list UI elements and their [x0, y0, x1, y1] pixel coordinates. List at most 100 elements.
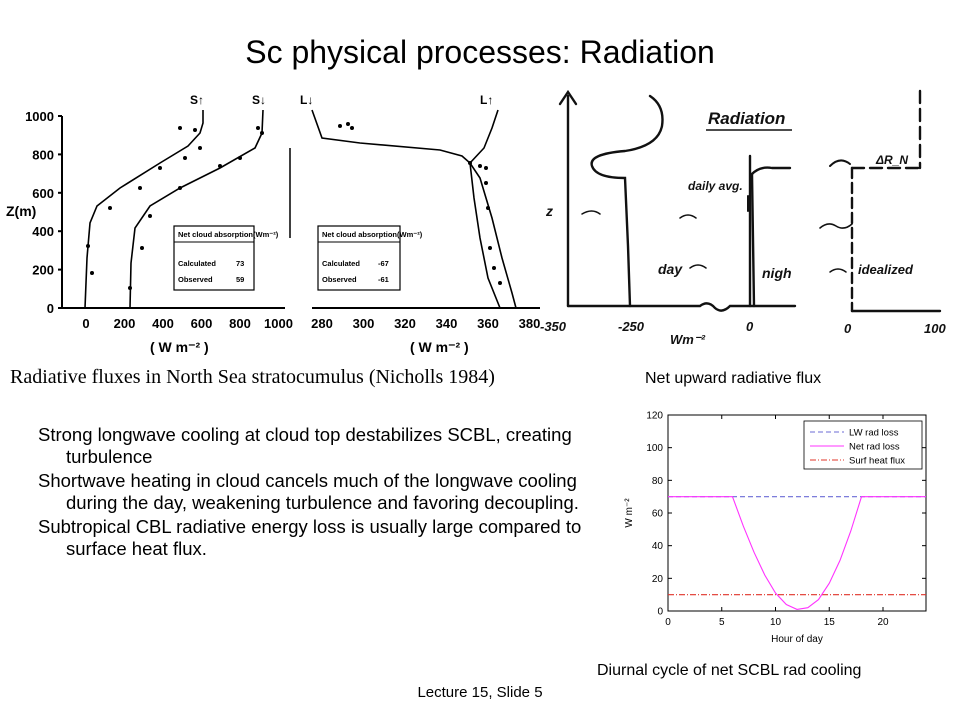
sw-observation-point: [183, 156, 187, 160]
lw-x-tick-label: 320: [394, 316, 416, 331]
lw-absorption-box: [317, 225, 401, 291]
lw-observations: [338, 122, 502, 285]
sw-observation-point: [238, 156, 242, 160]
diurnal-ylabel: W m⁻²: [624, 498, 635, 528]
lw-x-tick-label: 340: [436, 316, 458, 331]
sw-observation-point: [108, 206, 112, 210]
sw-x-tick-label: 800: [229, 316, 251, 331]
lw-x-tick-label: 300: [353, 316, 375, 331]
slide-title: Sc physical processes: Radiation: [245, 34, 715, 70]
sketch-day-label: day: [658, 261, 683, 277]
nicholls-y-tick-label: 1000: [25, 109, 54, 124]
sketch-title: Radiation: [708, 109, 785, 128]
lw-obs-label: Observed: [322, 275, 357, 284]
diurnal-y-tick-label: 60: [652, 509, 664, 520]
lw-calc-value: -67: [378, 259, 389, 268]
slide-footer: Lecture 15, Slide 5: [417, 684, 543, 701]
sketch-z-label: z: [545, 203, 553, 219]
nicholls-y-tick-label: 600: [32, 186, 54, 201]
lw-x-ticks: 280 300 320 340 360 380: [311, 316, 540, 331]
diurnal-chart: 0 20 40 60 80 100 120 0 5 10 15 20 LW rad loss Net …: [624, 411, 927, 645]
sw-box-title: Net cloud absorption(Wm⁻²): [178, 230, 279, 239]
sw-observation-point: [178, 126, 182, 130]
sw-observation-point: [198, 146, 202, 150]
sw-observation-point: [140, 246, 144, 250]
bullet-item: Shortwave heating in cloud cancels much …: [38, 470, 579, 513]
sw-label-down: S↓: [252, 93, 266, 107]
lw-unit: ( W m⁻² ): [410, 339, 469, 355]
diurnal-x-tick-label: 0: [665, 617, 671, 628]
diurnal-series: [668, 496, 926, 610]
lw-observation-point: [484, 166, 488, 170]
lw-x-tick-label: 380: [519, 316, 541, 331]
sw-observation-point: [193, 128, 197, 132]
diurnal-x-tick-label: 20: [877, 617, 889, 628]
lw-observation-point: [338, 124, 342, 128]
sketch-ideal-xtick-100: 100: [924, 321, 946, 336]
sw-x-tick-label: 200: [114, 316, 136, 331]
sw-x-tick-label: 600: [191, 316, 213, 331]
lw-obs-value: -61: [378, 275, 389, 284]
sw-observation-point: [138, 186, 142, 190]
nicholls-ylabel: Z(m): [6, 203, 36, 219]
sw-x-tick-label: 400: [152, 316, 174, 331]
nicholls-y-tick-label: 400: [32, 224, 54, 239]
nicholls-caption: Radiative fluxes in North Sea stratocumu…: [10, 366, 495, 388]
sw-obs-label: Observed: [178, 275, 213, 284]
sketch-unit: Wm⁻²: [670, 332, 706, 347]
lw-observation-point: [498, 281, 502, 285]
diurnal-legend-label: Surf heat flux: [849, 456, 905, 467]
diurnal-y-tick-label: 120: [646, 411, 663, 422]
nicholls-y-tick-label: 0: [47, 301, 54, 316]
sw-observation-point: [178, 186, 182, 190]
bullet-item: Subtropical CBL radiative energy loss is…: [38, 516, 582, 559]
bullet-list: Strong longwave cooling at cloud top des…: [38, 424, 613, 562]
sw-observation-point: [90, 271, 94, 275]
sketch-ideal-label: idealized: [858, 262, 914, 277]
diurnal-y-tick-label: 0: [657, 607, 663, 618]
diurnal-caption: Diurnal cycle of net SCBL rad cooling: [597, 662, 862, 679]
sketch-xtick-0: 0: [746, 319, 754, 334]
diurnal-legend-label: Net rad loss: [849, 442, 900, 453]
lw-calc-label: Calculated: [322, 259, 360, 268]
lw-box-title: Net cloud absorption(Wm⁻²): [322, 230, 423, 239]
sw-observation-point: [128, 286, 132, 290]
diurnal-x-tick-label: 5: [719, 617, 725, 628]
nicholls-y-ticks: 1000 800 600 400 200 0: [25, 109, 62, 316]
sw-observation-point: [218, 164, 222, 168]
diurnal-y-tick-label: 20: [652, 574, 664, 585]
sketch-figure: Radiation z -350 -250 0 Wm⁻² day nigh da…: [540, 89, 946, 347]
sw-observation-point: [148, 214, 152, 218]
sw-x-tick-label: 1000: [264, 316, 293, 331]
diurnal-x-ticks: 0 5 10 15 20: [665, 415, 889, 628]
diurnal-legend: LW rad loss Net rad loss Surf heat flux: [803, 420, 923, 470]
lw-observation-point: [478, 164, 482, 168]
sketch-caption: Net upward radiative flux: [645, 370, 822, 387]
diurnal-y-tick-label: 80: [652, 476, 664, 487]
sw-unit: ( W m⁻² ): [150, 339, 209, 355]
lw-observation-point: [486, 206, 490, 210]
lw-observation-point: [346, 122, 350, 126]
sketch-daily-avg: [747, 180, 751, 227]
sketch-xtick-250: -250: [618, 319, 645, 334]
lw-label-up: L↑: [480, 93, 493, 107]
sketch-xtick-350: -350: [540, 319, 567, 334]
sketch-night-curve: [750, 166, 792, 176]
lw-x-tick-label: 280: [311, 316, 333, 331]
bullet-item: Strong longwave cooling at cloud top des…: [38, 424, 572, 467]
diurnal-y-tick-label: 40: [652, 541, 664, 552]
sw-observations: [86, 126, 264, 290]
sketch-daily-avg-label: daily avg.: [688, 179, 743, 193]
diurnal-y-tick-label: 100: [646, 443, 663, 454]
lw-observation-point: [492, 266, 496, 270]
sw-up-curve: [84, 110, 204, 309]
lw-observation-point: [488, 246, 492, 250]
diurnal-legend-label: LW rad loss: [849, 428, 899, 439]
sw-observation-point: [86, 244, 90, 248]
nicholls-y-tick-label: 800: [32, 147, 54, 162]
sw-absorption-box: [173, 225, 255, 291]
sketch-ideal-xtick-0: 0: [844, 321, 852, 336]
lw-x-tick-label: 360: [477, 316, 499, 331]
sketch-day-curve: [590, 94, 664, 308]
sw-observation-point: [158, 166, 162, 170]
